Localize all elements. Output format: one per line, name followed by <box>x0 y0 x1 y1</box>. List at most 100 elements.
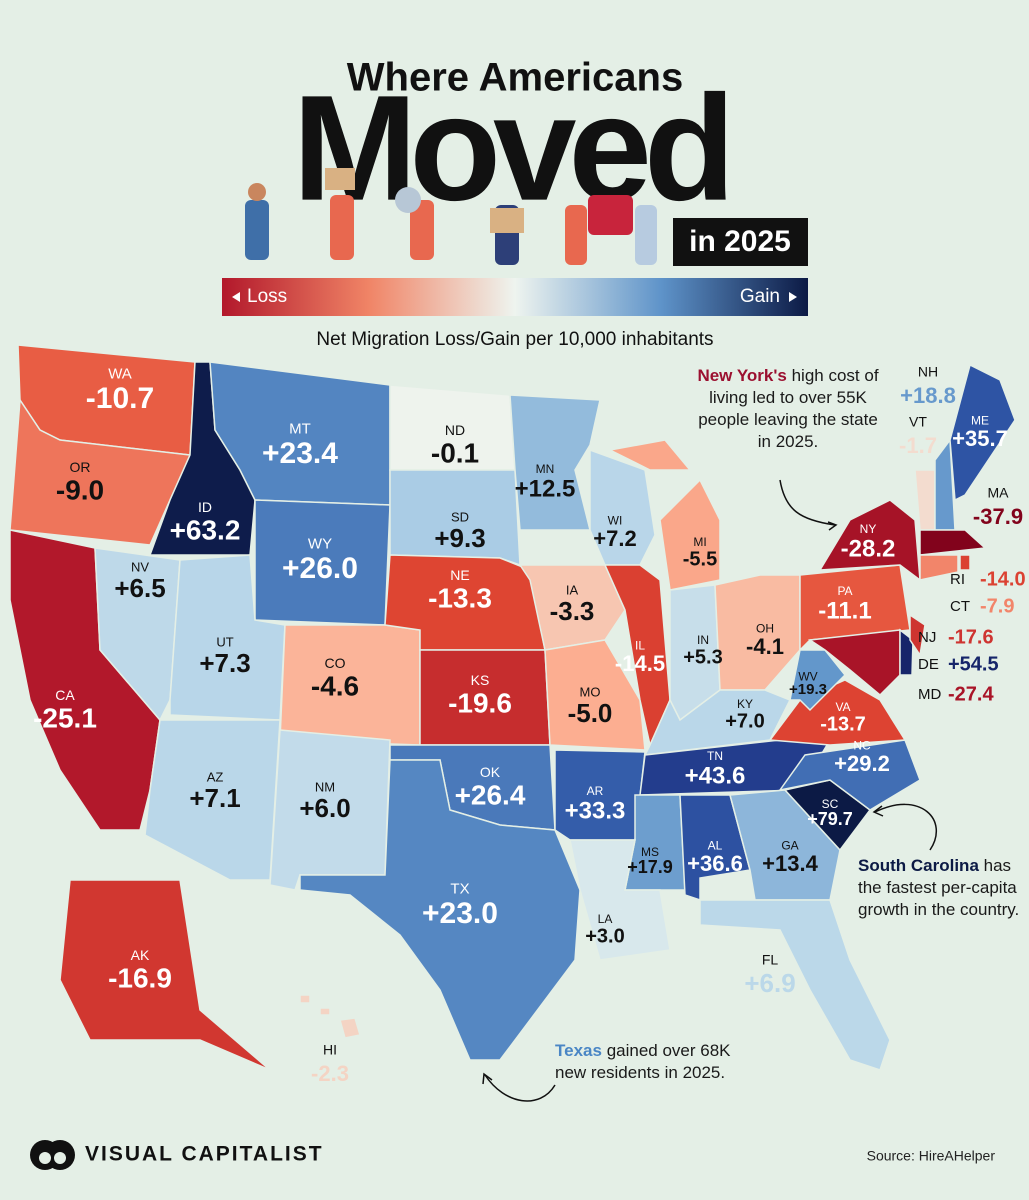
state <box>59 879 271 1071</box>
state <box>914 469 936 531</box>
state-abbr: ME <box>971 413 989 427</box>
state-abbr: PA <box>837 584 852 598</box>
state-abbr: AR <box>587 784 604 798</box>
state-value: +17.9 <box>627 857 673 877</box>
state-value: +43.6 <box>685 762 746 789</box>
state-value: +19.3 <box>789 681 827 698</box>
state-abbr: OK <box>480 764 501 780</box>
state-value: +18.8 <box>900 383 956 408</box>
state-abbr: DE <box>918 656 939 673</box>
title-top: Where Americans <box>347 56 683 100</box>
state-abbr: FL <box>762 952 779 968</box>
states: WA-10.7 OR-9.0 CA-25.1 ID+63.2 NV+6.5 MT+23.4… <box>9 344 1026 1086</box>
state-value: -17.6 <box>948 626 994 648</box>
ny-arrowhead <box>827 521 838 531</box>
legend-gain: Gain <box>740 286 780 307</box>
state <box>899 628 914 676</box>
state-value: -5.5 <box>683 548 717 570</box>
brand: VISUAL CAPITALIST <box>85 1143 324 1166</box>
state <box>919 554 959 581</box>
state-abbr: ND <box>445 422 465 438</box>
state-value: -25.1 <box>33 702 97 733</box>
state-value: -19.6 <box>448 687 512 718</box>
sc-arrowhead <box>872 805 884 817</box>
state-value: -5.0 <box>568 698 613 728</box>
state-value: +36.6 <box>687 851 743 876</box>
state-value: -10.7 <box>86 382 154 415</box>
state-value: -9.0 <box>56 474 104 505</box>
state <box>94 547 181 722</box>
state-abbr: MO <box>580 684 601 699</box>
state-abbr: WV <box>798 669 817 683</box>
state-value: -13.3 <box>428 582 492 613</box>
state-value: -7.9 <box>980 595 1014 617</box>
state-value: +3.0 <box>585 925 624 947</box>
state-value: -2.3 <box>311 1061 349 1086</box>
state-abbr: AL <box>708 838 723 852</box>
state <box>919 529 987 556</box>
state-value: +7.1 <box>189 783 240 813</box>
state <box>299 994 361 1039</box>
state-value: -27.4 <box>948 683 994 705</box>
state-value: +23.0 <box>422 897 498 930</box>
state-abbr: NC <box>853 738 871 752</box>
state-abbr: IL <box>635 638 645 652</box>
state-value: +26.0 <box>282 552 358 585</box>
state <box>569 839 671 961</box>
state-value: -11.1 <box>818 597 871 624</box>
state-abbr: CA <box>55 687 75 703</box>
state-abbr: CO <box>325 655 346 671</box>
state-abbr: MD <box>918 686 941 703</box>
state-value: +23.4 <box>262 437 338 470</box>
subtitle: Net Migration Loss/Gain per 10,000 inhab… <box>316 329 713 350</box>
state-abbr: OH <box>756 621 774 635</box>
state <box>959 554 971 571</box>
state-abbr: AZ <box>207 769 224 784</box>
title-main: Moved <box>292 64 727 232</box>
state-value: +7.0 <box>725 710 764 732</box>
state <box>949 363 1016 502</box>
state-abbr: OR <box>70 459 91 475</box>
annotation-text: has the fastest per-capita growth in the… <box>858 856 1020 919</box>
state-abbr: IA <box>566 582 579 597</box>
state-abbr: VT <box>909 414 927 430</box>
movers-illustration <box>245 168 657 265</box>
gain-arrow <box>789 292 797 302</box>
annotation-highlight: South Carolina <box>858 856 979 875</box>
year-box <box>673 218 808 266</box>
legend-bar <box>222 278 808 316</box>
state <box>299 759 581 1061</box>
state-value: +29.2 <box>834 751 890 776</box>
legend-loss: Loss <box>247 286 287 307</box>
ny-arrow <box>779 479 836 526</box>
annotation-text: high cost of living led to over 55K peop… <box>698 366 879 451</box>
state-value: -37.9 <box>973 504 1023 529</box>
state <box>778 739 921 811</box>
state-value: +12.5 <box>515 475 576 502</box>
state <box>818 499 921 582</box>
state-value: +9.3 <box>434 523 485 553</box>
annotation-text: gained over 68K new residents in 2025. <box>555 1041 731 1082</box>
state-abbr: LA <box>598 912 613 926</box>
state-abbr: WA <box>108 365 132 382</box>
state-value: -4.6 <box>311 670 359 701</box>
state-value: -4.1 <box>746 634 784 659</box>
state-value: +6.0 <box>299 793 350 823</box>
state-value: +54.5 <box>948 653 999 675</box>
state-value: -0.1 <box>431 437 479 468</box>
state <box>544 639 646 751</box>
state-value: -14.5 <box>615 651 665 676</box>
tx-arrowhead <box>482 1072 493 1085</box>
state-abbr: NJ <box>918 629 936 646</box>
source: Source: HireAHelper <box>867 1148 996 1164</box>
state-value: -14.0 <box>980 568 1026 590</box>
state-abbr: AK <box>131 947 150 963</box>
state-abbr: UT <box>216 634 233 649</box>
annotation-highlight: Texas <box>555 1041 602 1060</box>
state-value: +5.3 <box>683 646 722 668</box>
state-abbr: NY <box>860 522 877 536</box>
state-value: +33.3 <box>565 797 626 824</box>
state-abbr: MS <box>641 845 659 859</box>
